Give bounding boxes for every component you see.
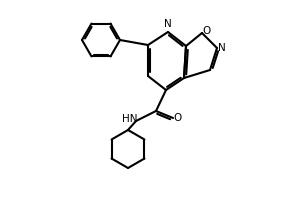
Text: N: N: [218, 43, 226, 53]
Text: O: O: [174, 113, 182, 123]
Text: HN: HN: [122, 114, 138, 124]
Text: O: O: [203, 26, 211, 36]
Text: N: N: [164, 19, 172, 29]
